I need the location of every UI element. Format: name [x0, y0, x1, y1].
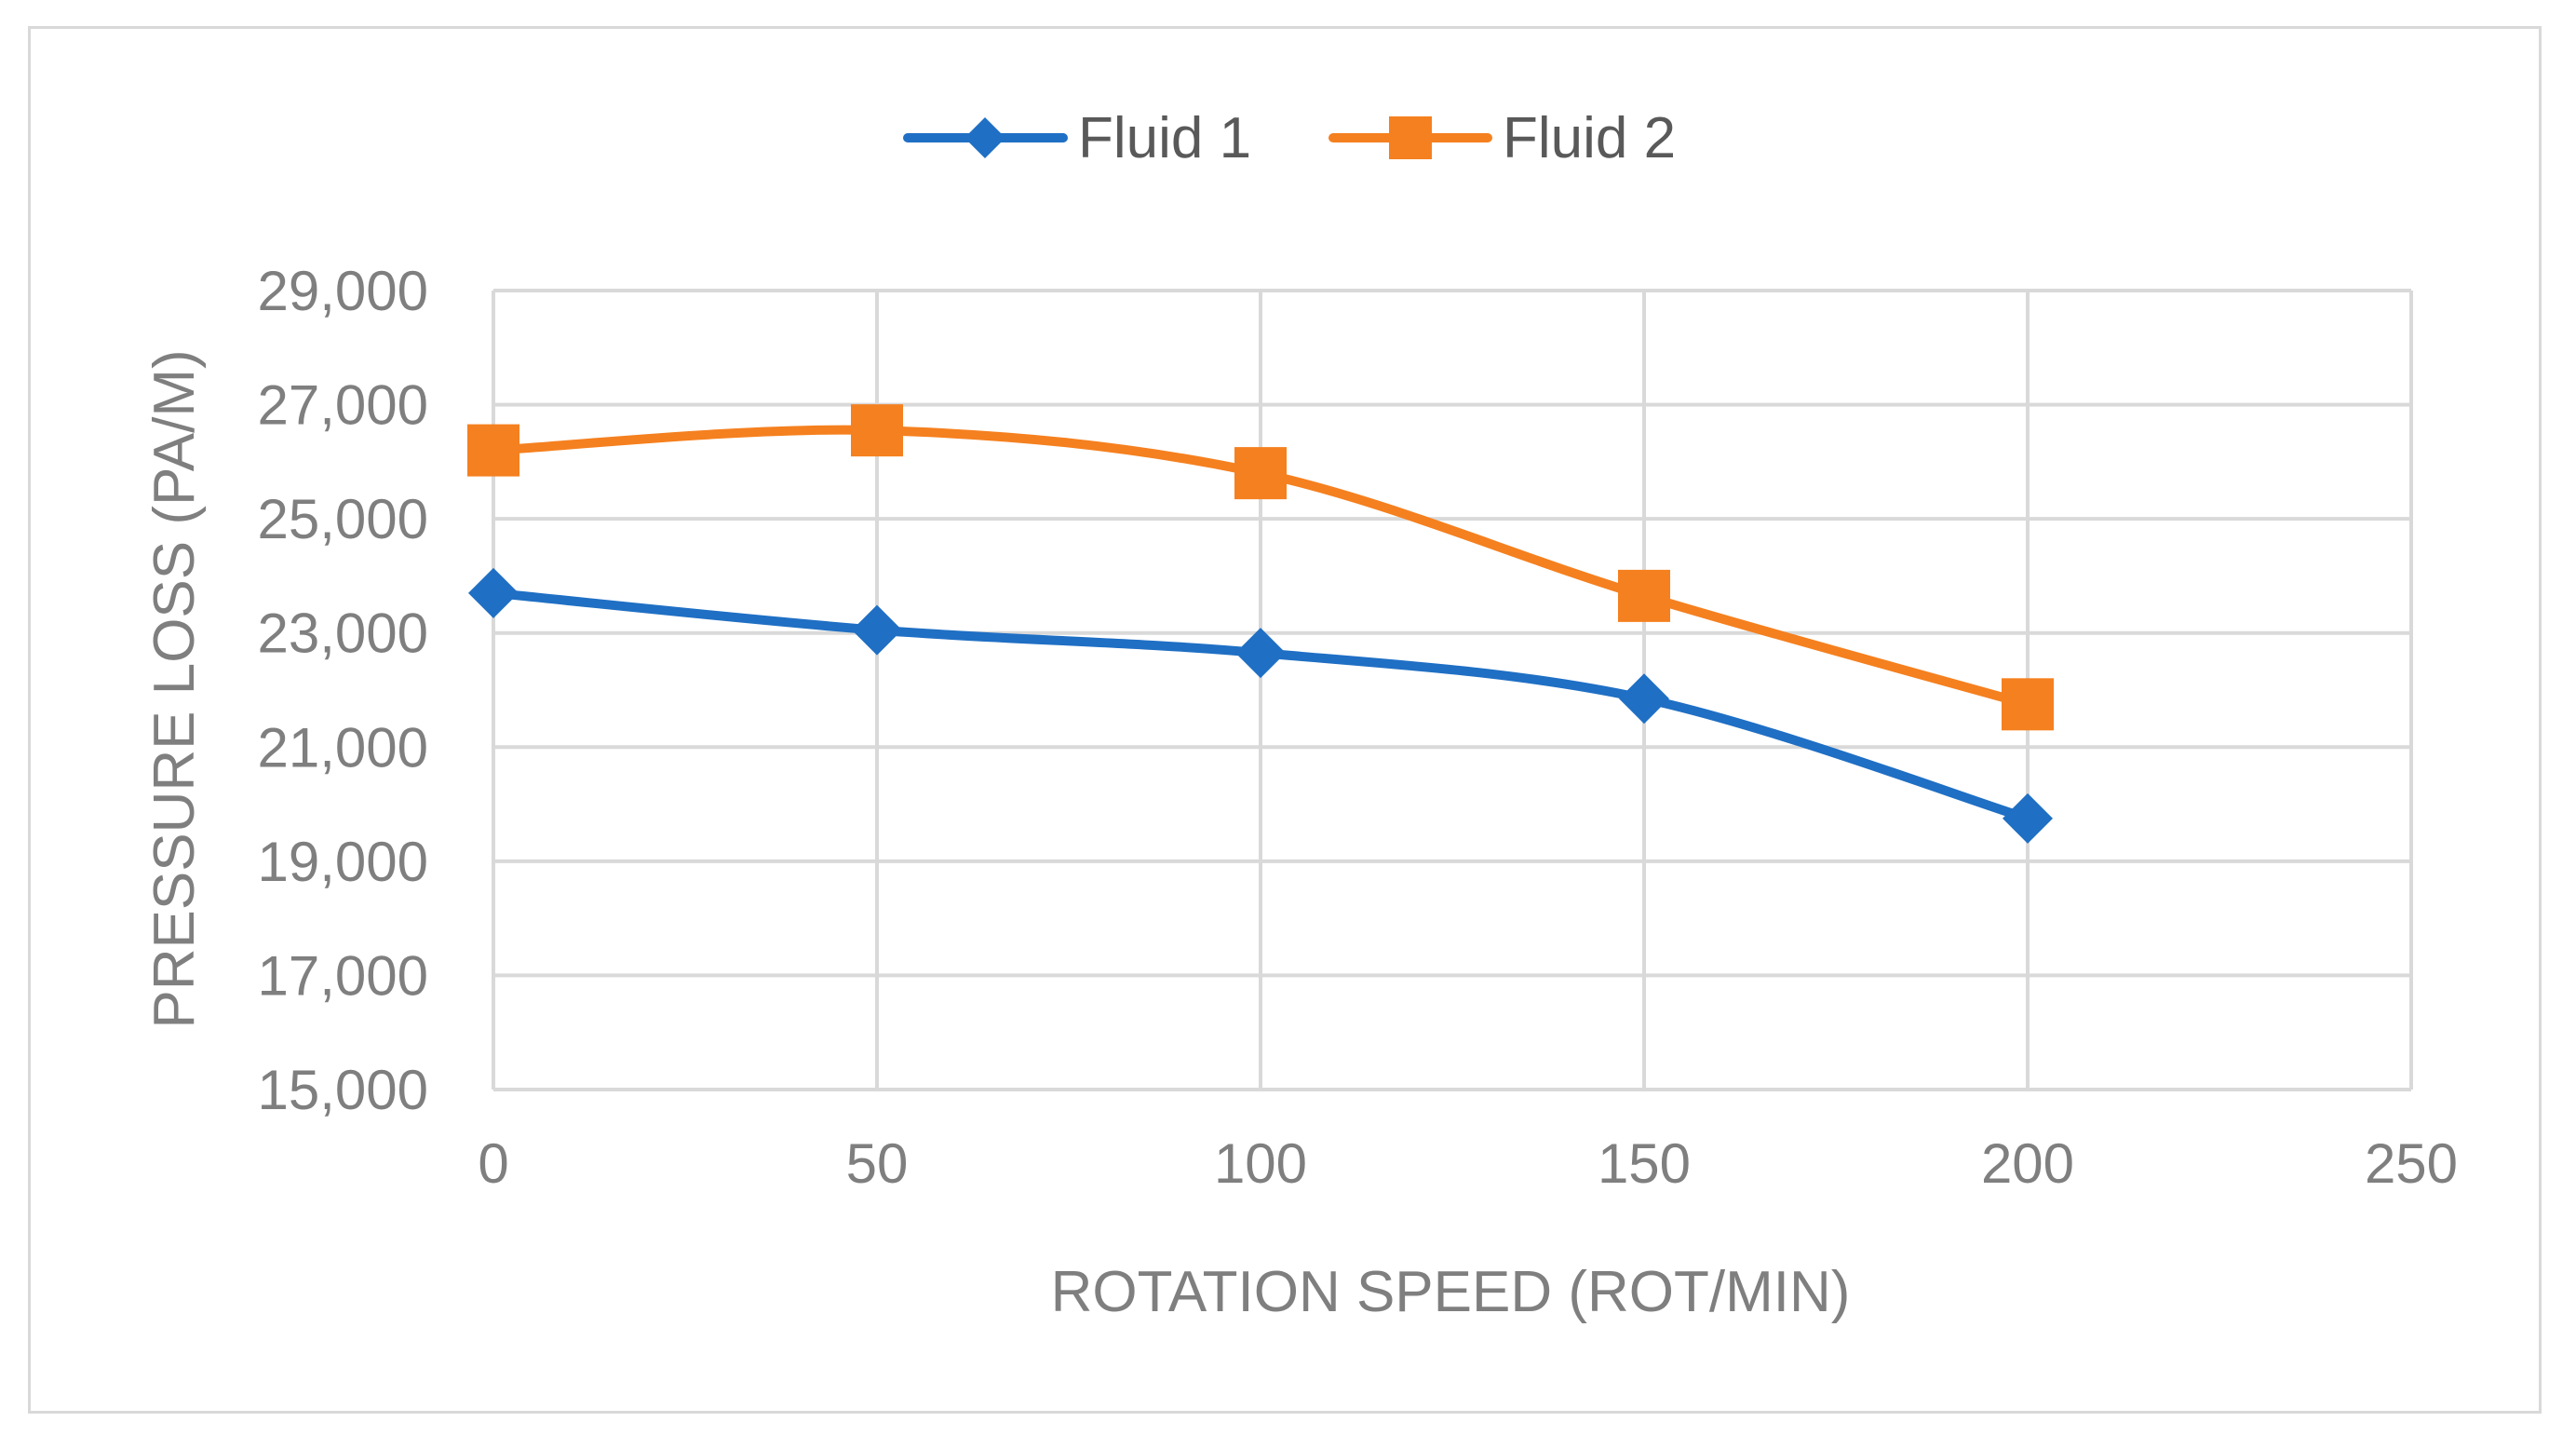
x-tick-label: 250	[2365, 1132, 2458, 1195]
legend-label-fluid-1: Fluid 1	[1078, 106, 1251, 170]
y-tick-label: 21,000	[257, 716, 428, 779]
x-tick-label: 0	[478, 1132, 508, 1195]
x-axis-ticks: 0 50 100 150 200 250	[478, 1132, 2458, 1195]
data-point-fluid-2[interactable]	[851, 404, 903, 457]
y-tick-label: 19,000	[257, 831, 428, 893]
chart-frame	[28, 26, 2542, 1414]
x-tick-label: 200	[1981, 1132, 2074, 1195]
y-tick-label: 29,000	[257, 260, 428, 322]
series-fluid-2	[467, 404, 2054, 731]
y-tick-label: 23,000	[257, 603, 428, 665]
x-tick-label: 150	[1598, 1132, 1691, 1195]
gridlines	[492, 289, 2413, 1091]
data-point-fluid-2[interactable]	[2002, 678, 2054, 731]
legend-item-fluid-2[interactable]: Fluid 2	[1328, 106, 1676, 170]
legend-marker-fluid-2	[1389, 116, 1432, 159]
legend: Fluid 1 Fluid 2	[903, 106, 1676, 170]
y-axis-ticks: 15,000 17,000 19,000 21,000 23,000 25,000 27,0…	[257, 260, 428, 1121]
data-point-fluid-2[interactable]	[1618, 569, 1670, 622]
y-tick-label: 25,000	[257, 488, 428, 550]
data-point-fluid-1[interactable]	[468, 567, 519, 618]
data-point-fluid-2[interactable]	[467, 424, 519, 477]
legend-marker-fluid-1	[964, 117, 1005, 158]
y-tick-label: 27,000	[257, 374, 428, 437]
legend-label-fluid-2: Fluid 2	[1503, 106, 1676, 170]
data-point-fluid-2[interactable]	[1234, 447, 1287, 500]
data-point-fluid-1[interactable]	[1235, 628, 1286, 679]
data-point-fluid-1[interactable]	[2003, 792, 2053, 844]
x-tick-label: 50	[846, 1132, 909, 1195]
y-axis-title: PRESSURE LOSS (PA/M)	[142, 349, 207, 1028]
data-point-fluid-1[interactable]	[1619, 673, 1669, 724]
x-tick-label: 100	[1214, 1132, 1307, 1195]
series-fluid-1	[468, 567, 2053, 844]
x-axis-title: ROTATION SPEED (ROT/MIN)	[1051, 1260, 1851, 1324]
legend-item-fluid-1[interactable]: Fluid 1	[903, 106, 1251, 170]
y-tick-label: 15,000	[257, 1059, 428, 1121]
y-tick-label: 17,000	[257, 944, 428, 1007]
series-layer	[467, 404, 2054, 844]
data-point-fluid-1[interactable]	[852, 604, 902, 656]
